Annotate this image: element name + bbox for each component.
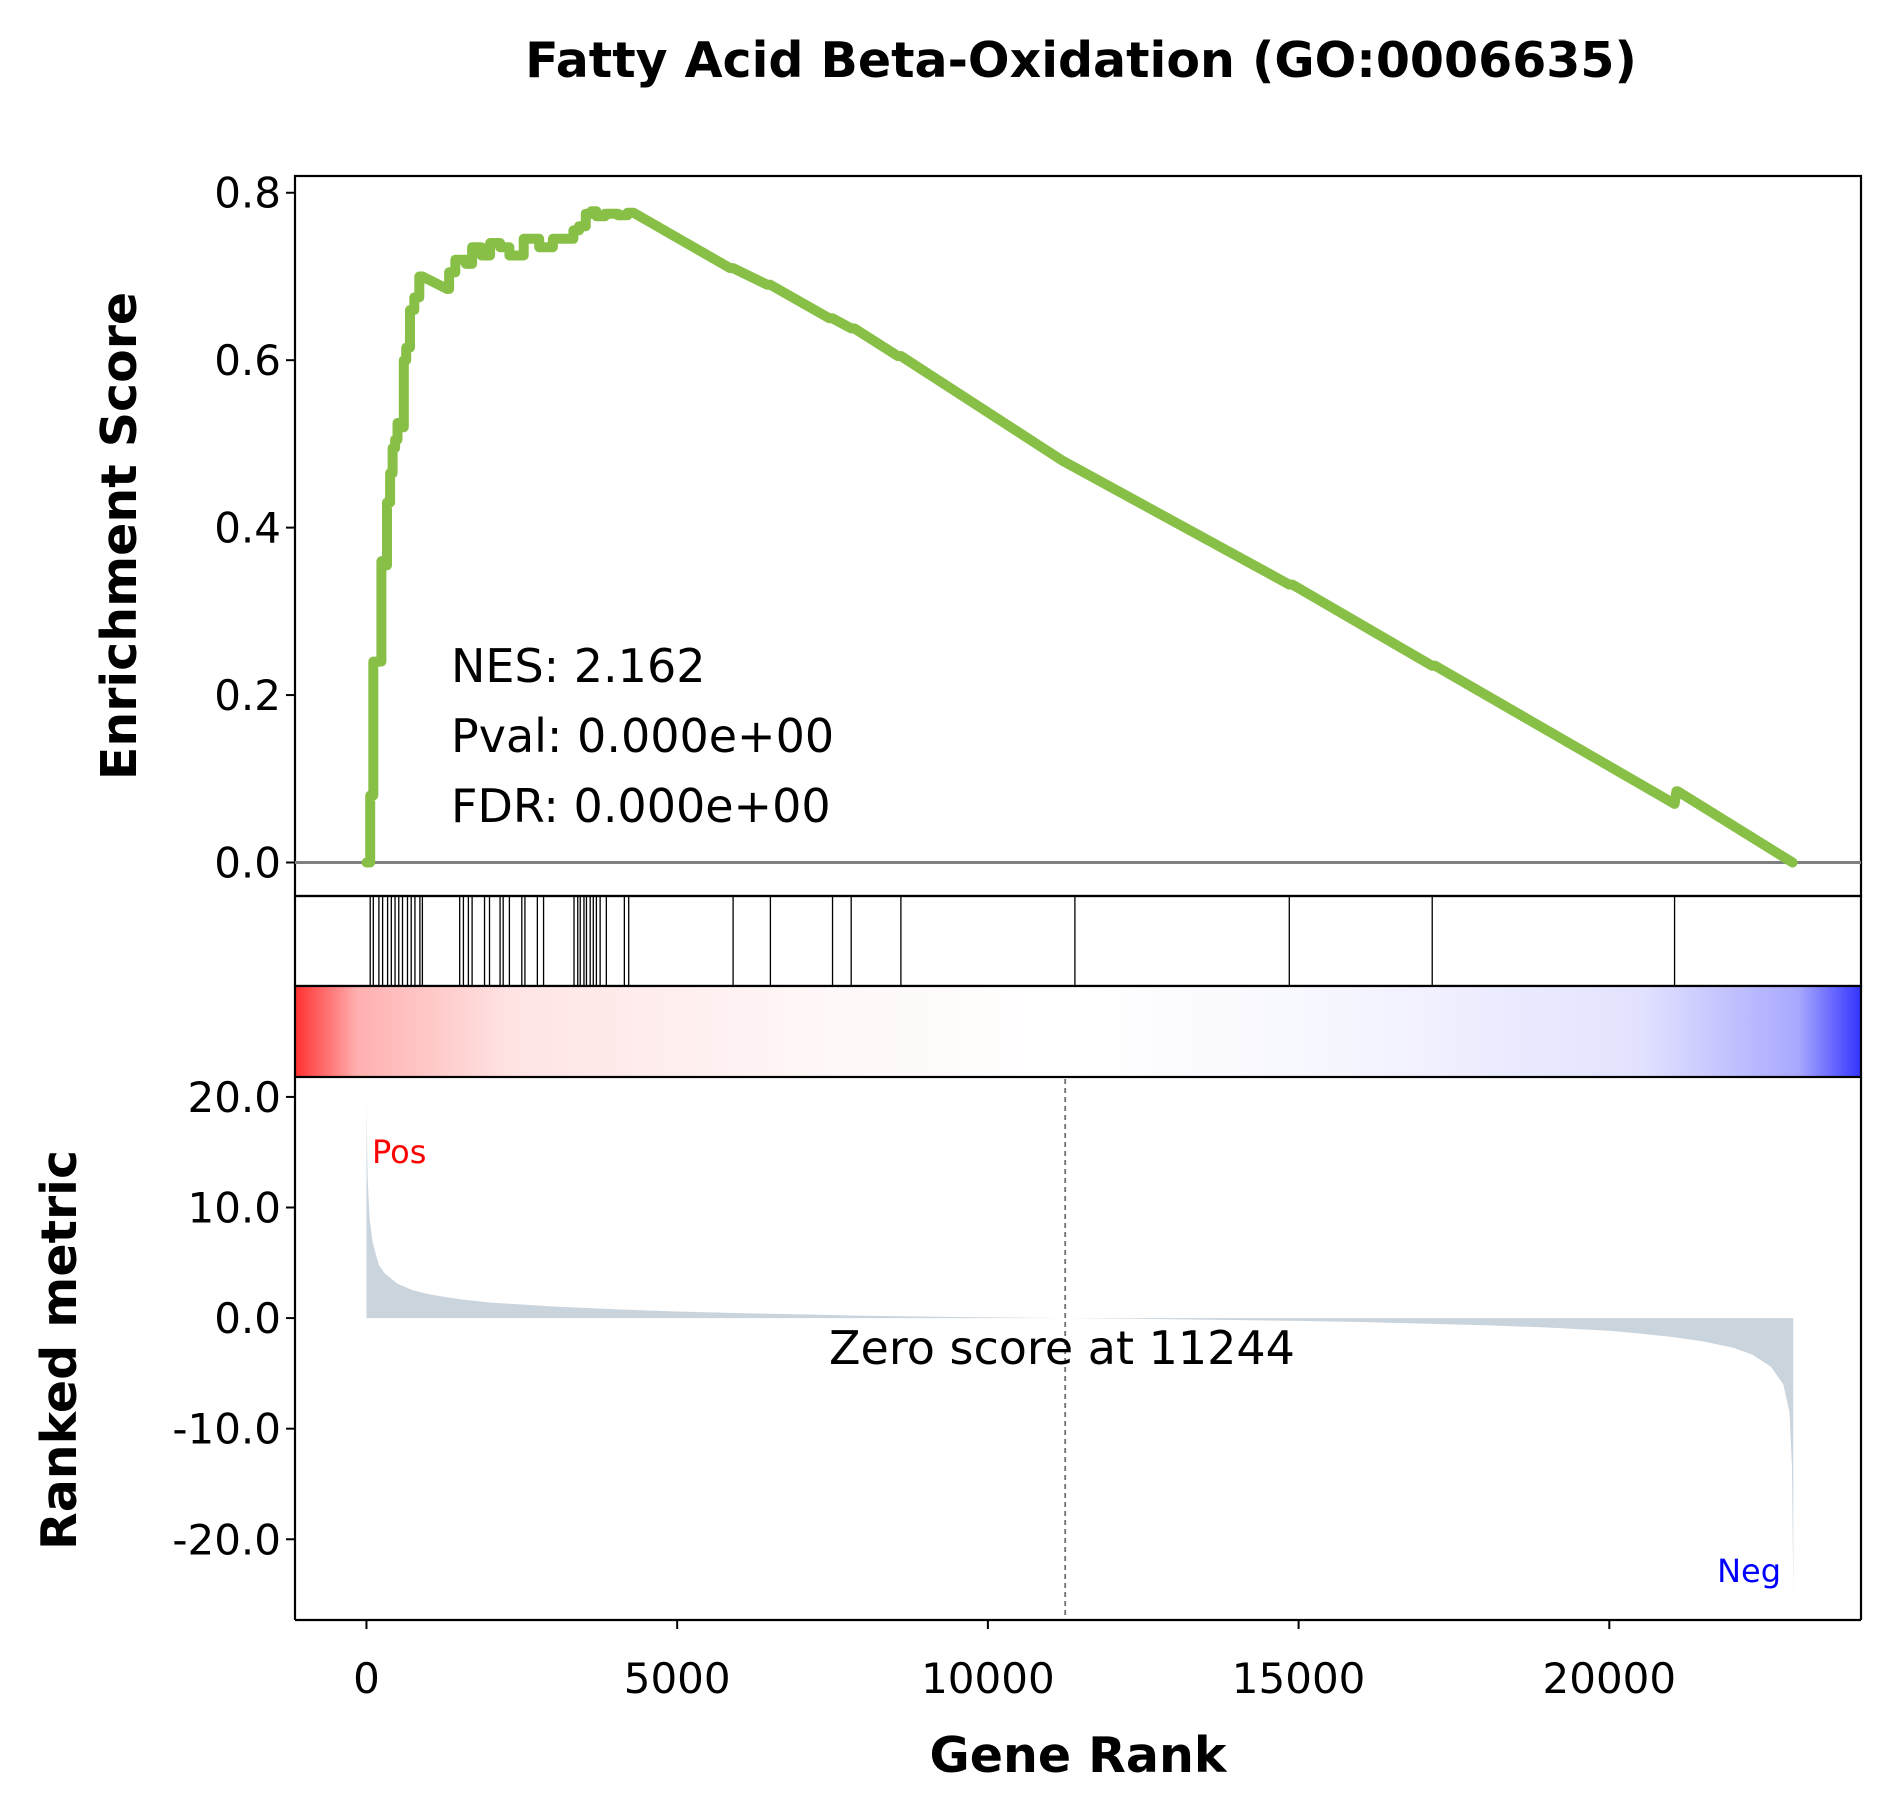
gene-hits-panel (293, 894, 1863, 988)
pval-text: Pval: 0.000e+00 (451, 709, 834, 763)
zero-score-label: Zero score at 11244 (829, 1321, 1295, 1375)
hits-frame (293, 894, 1863, 988)
neg-label: Neg (1717, 1552, 1781, 1590)
rm-axis-title: Ranked metric (31, 1150, 88, 1550)
pos-label: Pos (372, 1133, 426, 1171)
es-y-tick-label: 0.0 (214, 839, 281, 888)
enrichment-score-line (361, 206, 1798, 868)
rm-y-tick-label: 0.0 (214, 1294, 281, 1343)
rm-y-tick-label: -20.0 (172, 1515, 281, 1564)
es-y-tick-label: 0.4 (214, 504, 281, 553)
es-axis-title: Enrichment Score (91, 292, 148, 780)
x-axis-ticks: 0 5000 10000 15000 20000 (353, 1620, 1676, 1703)
x-axis-title: Gene Rank (930, 1727, 1228, 1784)
rm-y-tick-label: 20.0 (187, 1073, 281, 1122)
x-tick-label: 15000 (1232, 1654, 1366, 1703)
x-tick-label: 5000 (624, 1654, 731, 1703)
rm-y-tick-label: -10.0 (172, 1405, 281, 1454)
rm-y-tick-label: 10.0 (187, 1183, 281, 1232)
es-y-tick-label: 0.2 (214, 671, 281, 720)
es-y-ticks: 0.0 0.2 0.4 0.6 0.8 (214, 169, 295, 888)
x-tick-label: 20000 (1543, 1654, 1677, 1703)
es-y-tick-label: 0.6 (214, 336, 281, 385)
rm-y-ticks: 20.0 10.0 0.0 -10.0 -20.0 (172, 1073, 295, 1564)
chart-title: Fatty Acid Beta-Oxidation (GO:0006635) (525, 32, 1637, 89)
hit-lines (369, 896, 1676, 986)
x-tick-label: 10000 (921, 1654, 1055, 1703)
ranked-metric-panel: Zero score at 11244 Pos Neg 20.0 10.0 0.0 -… (31, 1073, 1863, 1622)
rank-gradient-bar (293, 984, 1863, 1079)
enrichment-score-panel: 0.0 0.2 0.4 0.6 0.8 NES: 2.162 Pval: 0.000e+… (91, 169, 1863, 898)
x-tick-label: 0 (353, 1654, 380, 1703)
nes-text: NES: 2.162 (451, 639, 705, 693)
fdr-text: FDR: 0.000e+00 (451, 779, 831, 833)
es-y-tick-label: 0.8 (214, 169, 281, 218)
